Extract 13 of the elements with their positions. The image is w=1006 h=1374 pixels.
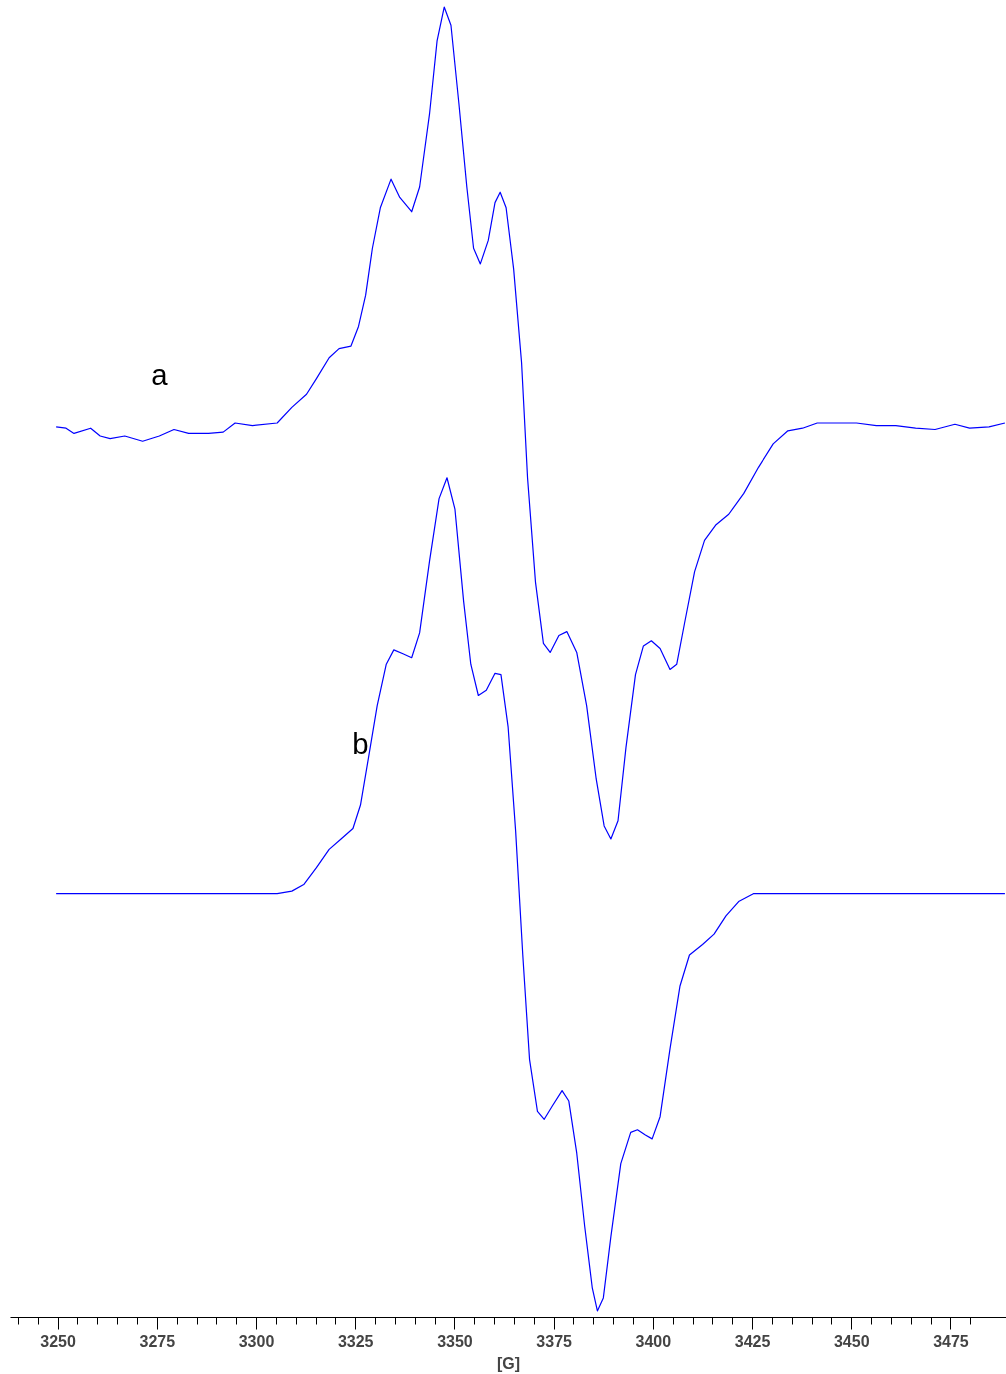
x-tick-label: 3325 (337, 1332, 374, 1350)
series-label: b (352, 727, 369, 761)
x-tick-label: 3300 (238, 1332, 275, 1350)
x-axis-title: [G] (496, 1354, 521, 1372)
x-tick-label: 3400 (635, 1332, 672, 1350)
x-tick-label: 3425 (734, 1332, 771, 1350)
series-label: a (151, 358, 169, 392)
x-tick-label: 3350 (437, 1332, 473, 1350)
x-tick-label: 3450 (833, 1332, 870, 1350)
x-tick-label: 3250 (40, 1332, 77, 1350)
x-tick-label: 3475 (933, 1332, 969, 1350)
x-tick-label: 3275 (139, 1332, 176, 1350)
x-tick-label: 3375 (536, 1332, 573, 1350)
